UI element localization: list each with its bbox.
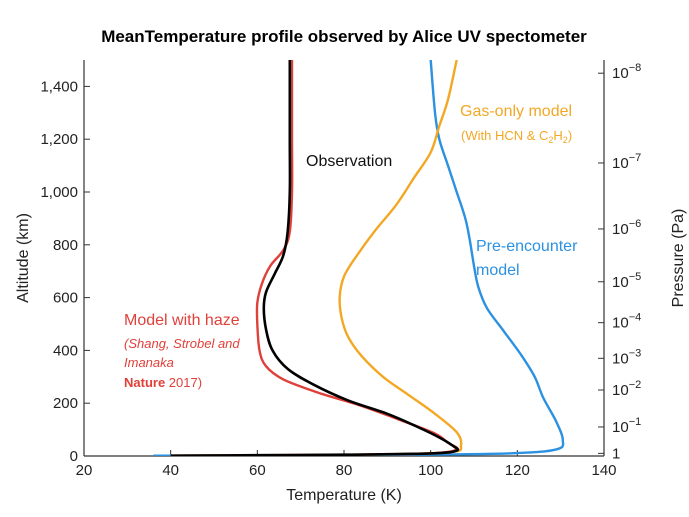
x-tick-label: 140 [591, 462, 616, 479]
pre-encounter-annotation: Pre-encounter [476, 238, 578, 255]
gas-only-annotation: Gas-only model [460, 103, 572, 120]
pressure-tick-label: 10−3 [612, 347, 641, 367]
series-line-observation [170, 60, 460, 456]
x-tick-label: 100 [418, 462, 443, 479]
y-tick-label: 1,200 [40, 131, 78, 148]
series-line-gas [170, 60, 463, 456]
y-axis-label: Altitude (km) [15, 213, 32, 303]
pressure-tick-label: 10−2 [612, 379, 641, 399]
y-tick-label: 200 [53, 395, 78, 412]
pressure-tick-label: 10−7 [612, 152, 641, 172]
x-tick-label: 60 [249, 462, 266, 479]
series-line-pre [153, 60, 565, 456]
pressure-tick-label: 10−4 [612, 312, 641, 332]
x-axis-ticks: 20 40 60 80 100 120 140 [76, 450, 617, 479]
y-tick-label: 800 [53, 237, 78, 254]
chart-title: MeanTemperature profile observed by Alic… [101, 27, 587, 46]
observation-annotation: Observation [306, 153, 392, 170]
pressure-tick-label: 10−8 [612, 62, 641, 82]
y-tick-label: 600 [53, 290, 78, 307]
y-tick-label: 1,400 [40, 78, 78, 95]
pressure-tick-label: 10−5 [612, 271, 641, 291]
pre-encounter-annotation-line2: model [476, 262, 520, 279]
y-tick-label: 1,000 [40, 184, 78, 201]
series-layer [153, 60, 565, 456]
haze-citation-line3: Nature 2017) [124, 375, 202, 390]
y-axis-ticks: 0 200 400 600 800 1,000 1,200 1,400 [40, 78, 90, 465]
haze-citation-line2: Imanaka [124, 355, 174, 370]
y-tick-label: 0 [70, 448, 78, 465]
pressure-axis-ticks: 10−8 10−7 10−6 10−5 10−4 10−3 10−2 10−1 1 [598, 62, 641, 462]
x-axis-label: Temperature (K) [286, 487, 402, 504]
haze-annotation: Model with haze [124, 312, 240, 329]
haze-citation-line1: (Shang, Strobel and [124, 336, 240, 351]
pressure-axis-label: Pressure (Pa) [670, 209, 687, 308]
y-tick-label: 400 [53, 342, 78, 359]
gas-only-subannotation: (With HCN & C2H2) [461, 128, 572, 145]
x-tick-label: 120 [505, 462, 530, 479]
pressure-tick-label: 1 [612, 445, 620, 462]
pressure-tick-label: 10−6 [612, 218, 641, 238]
x-tick-label: 40 [162, 462, 179, 479]
x-tick-label: 20 [76, 462, 93, 479]
series-line-haze [170, 60, 459, 456]
x-tick-label: 80 [336, 462, 353, 479]
pressure-tick-label: 10−1 [612, 416, 641, 436]
